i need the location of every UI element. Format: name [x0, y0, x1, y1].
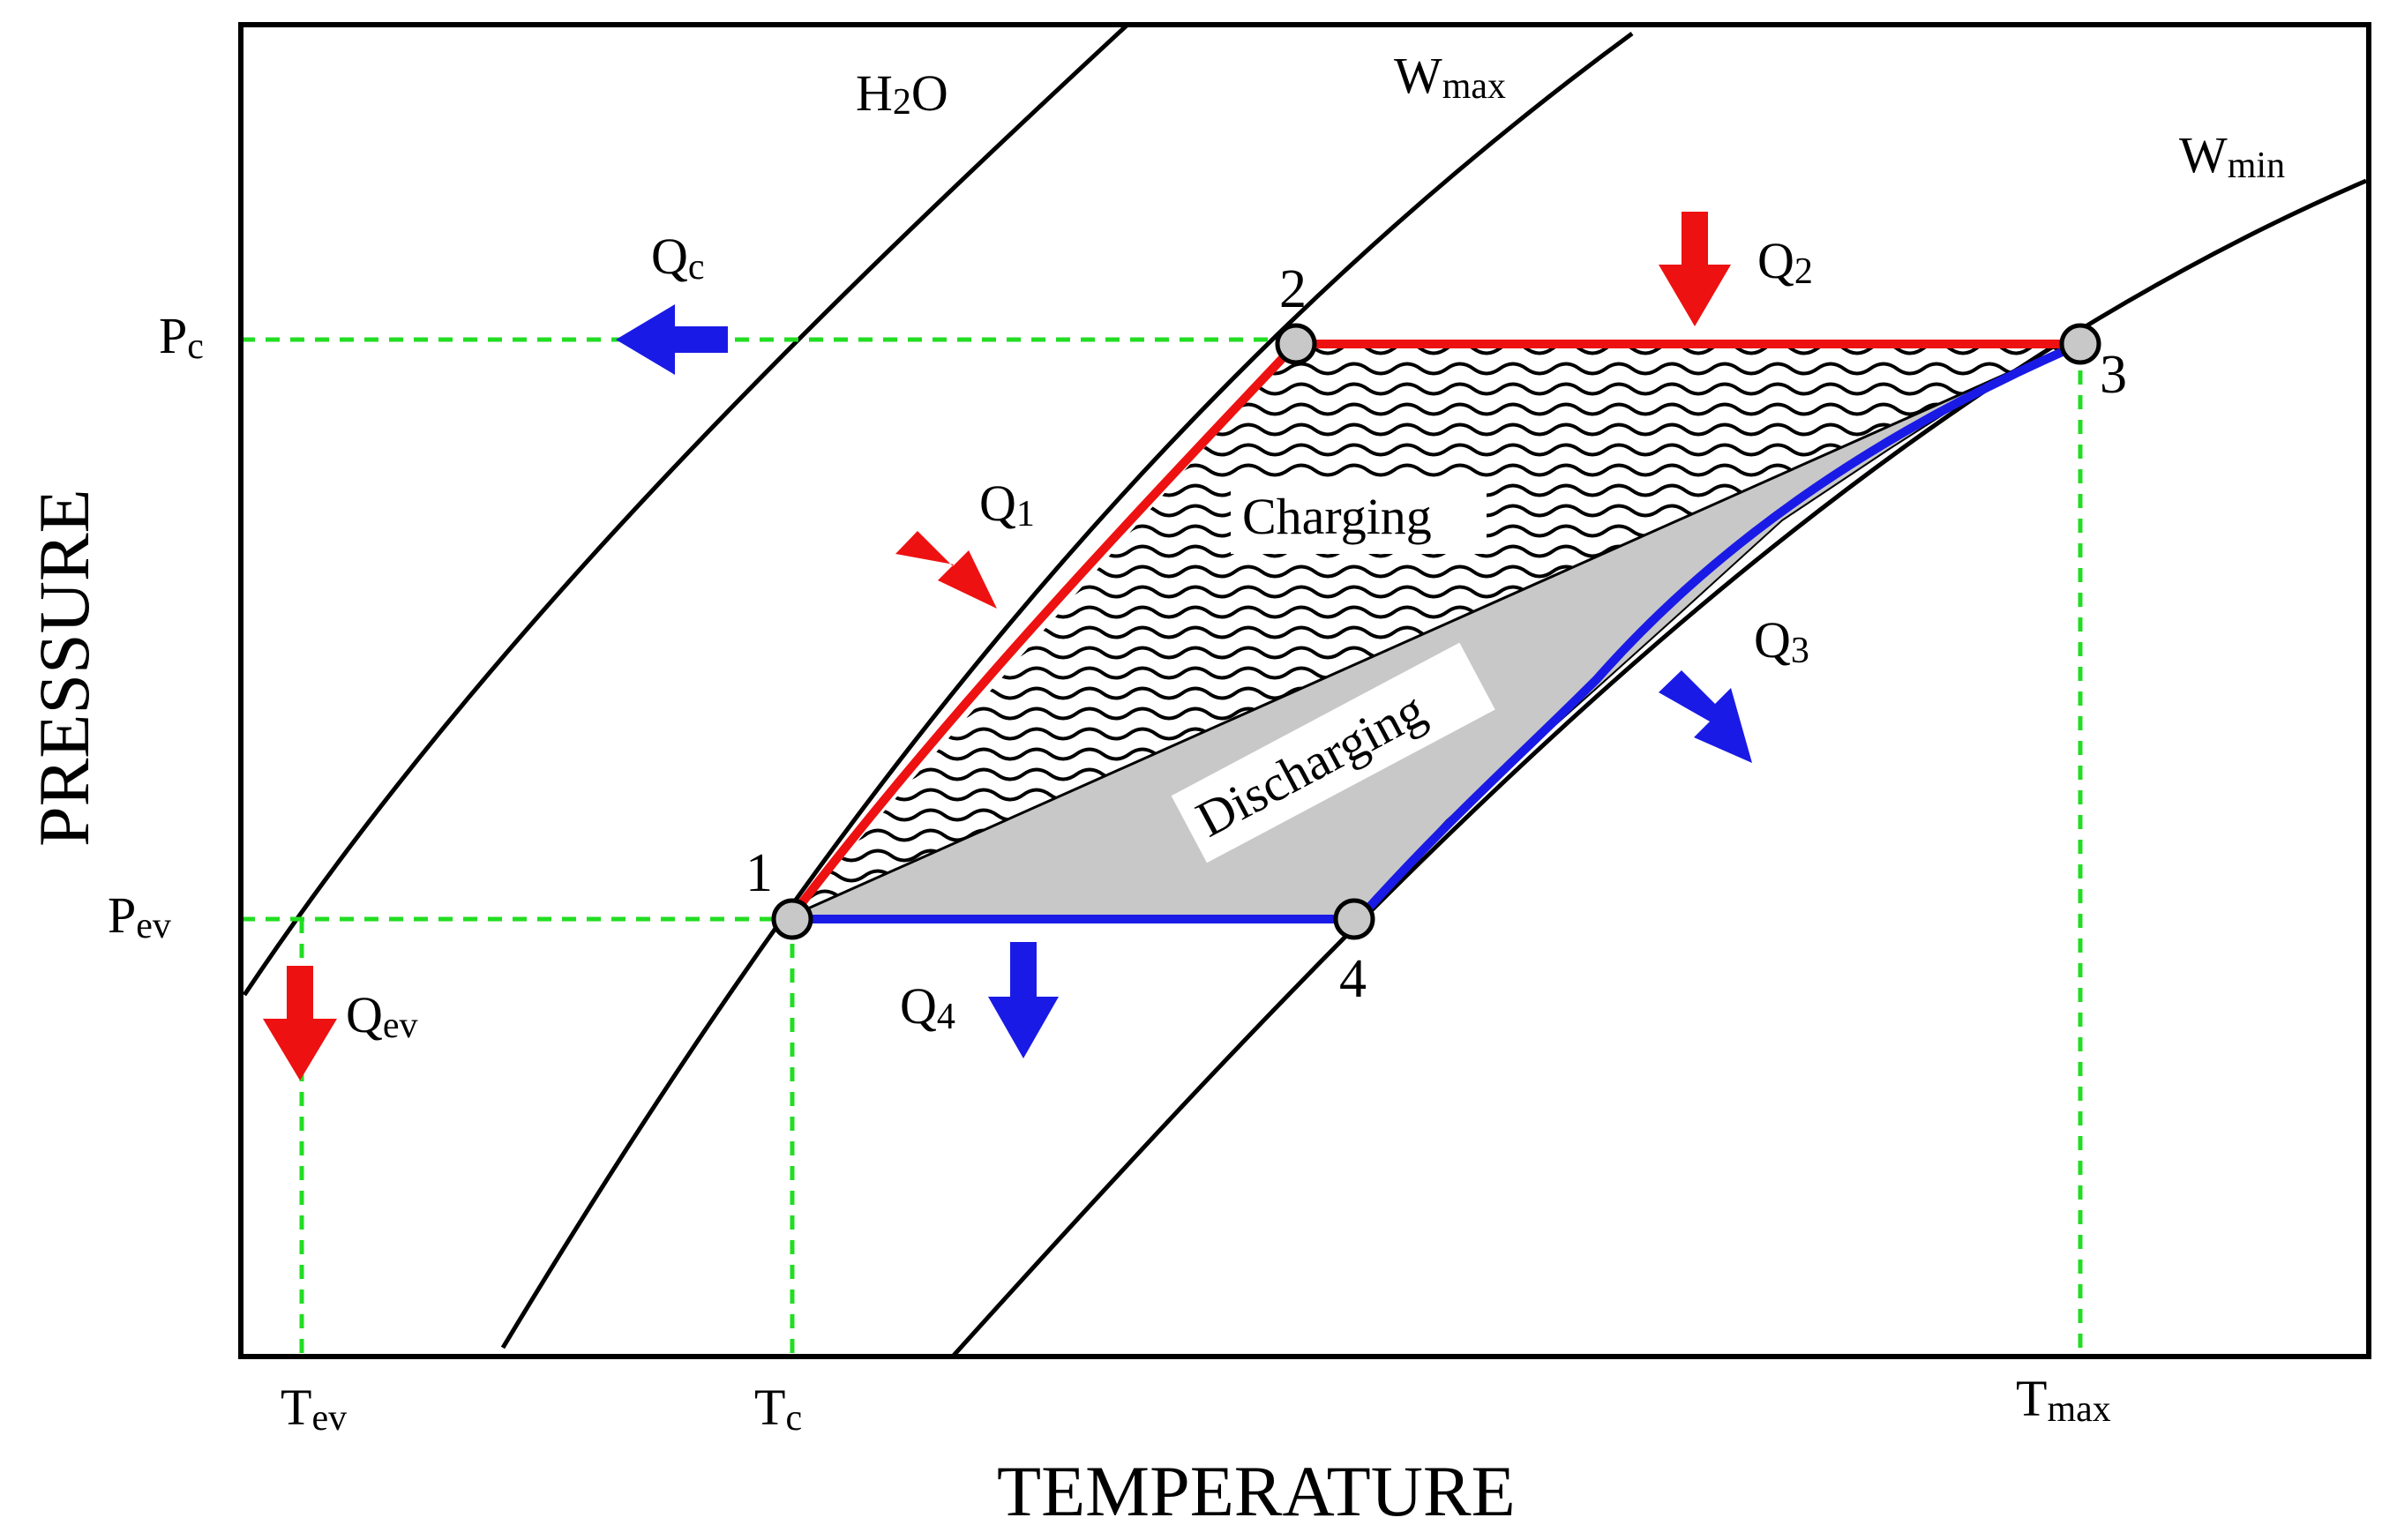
discharging-label-box	[1171, 642, 1495, 863]
state-label-1: 1	[745, 843, 773, 903]
pressure-label-pev: Pev	[108, 886, 171, 946]
temperature-label-tmax: Tmax	[2016, 1370, 2111, 1430]
isostere-label-wmin: Wmin	[2179, 126, 2285, 186]
charging-hatch-line	[792, 362, 2073, 376]
temperature-label-tc: Tc	[754, 1379, 802, 1439]
plot-frame	[238, 22, 2371, 1359]
charging-label-box	[1231, 478, 1487, 554]
temperature-label-tev: Tev	[281, 1379, 347, 1439]
heat-label-q1: Q1	[979, 475, 1035, 535]
pressure-label-pc: Pc	[159, 307, 204, 367]
heat-arrow-q2	[1659, 212, 1731, 326]
heat-label-qev: Qev	[346, 986, 418, 1046]
heat-label-qc: Qc	[651, 228, 705, 288]
isostere-h2o-curve	[242, 25, 1129, 997]
charging-hatch-line	[792, 605, 2073, 619]
process-1-2-heating	[789, 340, 1300, 919]
charging-label: Charging	[1242, 488, 1432, 545]
heat-arrow-q3	[1659, 670, 1752, 763]
heat-arrow-q1	[895, 531, 997, 609]
process-3-4-cooling	[1355, 340, 2082, 923]
isostere-wmax-curve	[500, 31, 1634, 1349]
charging-discharging-boundary	[791, 342, 2074, 917]
isostere-label-wmax: Wmax	[1394, 47, 1506, 107]
heat-label-q4: Q4	[900, 977, 955, 1037]
heat-arrow-qc	[616, 304, 728, 375]
isostere-wmin-curve	[949, 178, 2367, 1357]
state-label-4: 4	[1339, 949, 1367, 1009]
heat-arrow-q4	[988, 942, 1059, 1058]
y-axis-title: PRESSURE	[24, 489, 104, 847]
state-point-2	[1275, 323, 1317, 365]
charging-hatch-line	[792, 463, 2073, 477]
state-label-3: 3	[2100, 345, 2127, 405]
heat-label-q2: Q2	[1757, 232, 1813, 292]
charging-hatch-line	[792, 443, 2073, 457]
charging-hatch-line	[792, 382, 2073, 396]
heat-label-q3: Q3	[1754, 611, 1809, 671]
x-axis-title: TEMPERATURE	[997, 1451, 1516, 1531]
state-point-3	[2059, 323, 2101, 365]
state-point-4	[1333, 898, 1375, 940]
heat-arrow-qev	[263, 966, 337, 1080]
state-point-1	[771, 898, 813, 940]
guide-lines	[241, 337, 2083, 1357]
state-label-2: 2	[1279, 259, 1307, 319]
isostere-label-h2o: H2O	[856, 64, 948, 123]
